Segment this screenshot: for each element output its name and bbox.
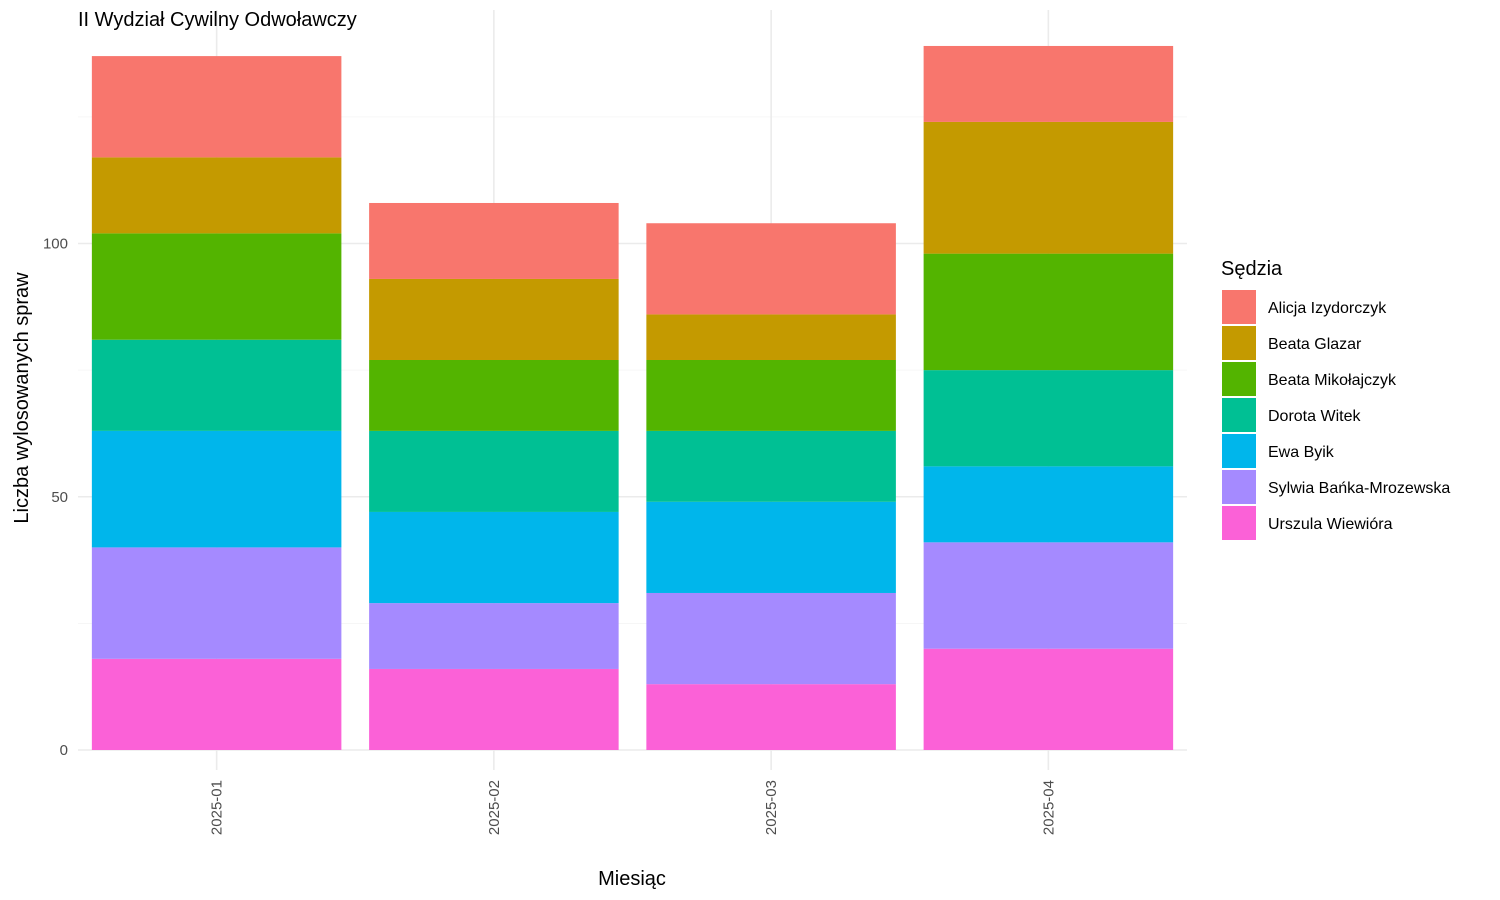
bar-segment: [91, 157, 342, 234]
y-axis-ticks: 0 50 100: [43, 236, 68, 760]
legend-label: Ewa Byik: [1268, 444, 1335, 461]
x-tick-label: 2025-03: [763, 780, 780, 835]
bar-segment: [923, 45, 1174, 122]
bar-segment: [91, 56, 342, 158]
bar-segment: [91, 233, 342, 340]
legend-label: Sylwia Bańka-Mrozewska: [1268, 480, 1450, 497]
bar-segment: [369, 359, 619, 431]
bar-segment: [369, 430, 619, 512]
bar-segment: [369, 202, 619, 279]
bar-segment: [923, 542, 1174, 649]
legend-label: Dorota Witek: [1268, 408, 1361, 425]
bar-segment: [369, 278, 619, 360]
x-axis-title: Miesiąc: [598, 868, 666, 890]
bar-segment: [91, 547, 342, 659]
bar-segment: [646, 223, 896, 315]
x-axis-ticks: 2025-01 2025-02 2025-03 2025-04: [209, 780, 1058, 835]
bar-segment: [369, 511, 619, 604]
bar-segment: [646, 359, 896, 431]
bar-segment: [646, 592, 896, 685]
legend-label: Urszula Wiewióra: [1268, 516, 1393, 533]
bar-segment: [923, 466, 1174, 543]
y-tick-label: 100: [43, 236, 68, 253]
legend-key: [1222, 506, 1256, 540]
x-tick-label: 2025-04: [1040, 780, 1057, 835]
legend-label: Beata Mikołajczyk: [1268, 372, 1397, 389]
legend-key: [1222, 398, 1256, 432]
bar-segment: [369, 603, 619, 669]
bar-segment: [91, 430, 342, 548]
legend-key: [1222, 326, 1256, 360]
bar-segment: [646, 430, 896, 502]
bar-segment: [923, 121, 1174, 254]
y-tick-label: 50: [51, 489, 68, 506]
chart-title: II Wydział Cywilny Odwoławczy: [78, 9, 357, 31]
legend-label: Alicja Izydorczyk: [1268, 300, 1387, 317]
bar-segment: [91, 658, 342, 750]
legend-key: [1222, 362, 1256, 396]
bar-segment: [91, 339, 342, 431]
bar-segment: [646, 684, 896, 750]
legend-label: Beata Glazar: [1268, 336, 1362, 353]
bar-segment: [646, 314, 896, 360]
bars: [91, 45, 1174, 750]
legend-key: [1222, 290, 1256, 324]
legend-key: [1222, 470, 1256, 504]
bar-segment: [646, 501, 896, 593]
legend-title: Sędzia: [1221, 258, 1283, 280]
x-tick-label: 2025-01: [209, 780, 226, 835]
bar-segment: [923, 648, 1174, 750]
bar-segment: [369, 668, 619, 750]
legend: Sędzia Alicja Izydorczyk Beata Glazar Beat…: [1221, 258, 1450, 540]
bar-segment: [923, 370, 1174, 467]
legend-key: [1222, 434, 1256, 468]
bar-segment: [923, 253, 1174, 371]
x-tick-label: 2025-02: [486, 780, 503, 835]
y-tick-label: 0: [60, 742, 68, 759]
y-axis-title: Liczba wylosowanych spraw: [11, 272, 33, 524]
